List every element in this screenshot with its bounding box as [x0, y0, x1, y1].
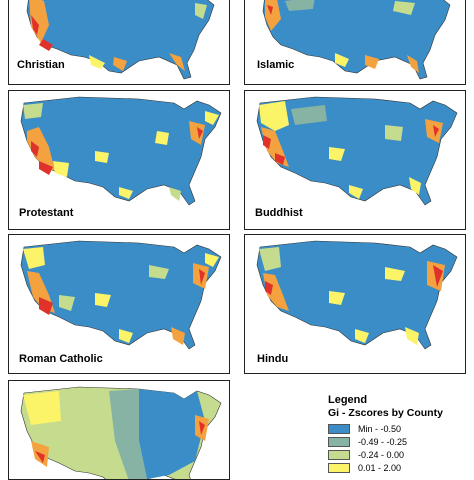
map-panel-islamic: Islamic: [244, 0, 466, 85]
panel-label-islamic: Islamic: [257, 59, 295, 71]
us-map-hindu: [256, 240, 458, 350]
legend-item: -0.24 - 0.00: [328, 448, 468, 461]
panel-label-hindu: Hindu: [257, 353, 289, 365]
legend-swatch: [328, 436, 350, 447]
us-map-bottom: [20, 386, 222, 479]
panel-label-christian: Christian: [17, 59, 65, 71]
map-panel-hindu: Hindu: [244, 234, 466, 374]
legend-title: Legend: [328, 394, 368, 406]
us-map-roman-catholic: [20, 240, 222, 350]
legend-item: -0.49 - -0.25: [328, 435, 468, 448]
map-panel-protestant: Protestant: [8, 90, 230, 230]
legend-swatch: [328, 423, 350, 434]
legend-item-label: -0.24 - 0.00: [358, 449, 405, 460]
legend-item-label: 0.01 - 2.00: [358, 462, 402, 473]
panel-label-roman-catholic: Roman Catholic: [19, 353, 103, 365]
map-panel-christian: Christian: [8, 0, 230, 85]
us-map-christian: [26, 0, 215, 80]
us-map-islamic: [262, 0, 451, 80]
map-panel-buddhist: Buddhist: [244, 90, 466, 230]
map-panel-bottom: [8, 380, 230, 480]
legend-item-label: -0.49 - -0.25: [358, 436, 408, 447]
legend-item: Min - -0.50: [328, 422, 468, 435]
legend-swatch: [328, 449, 350, 460]
us-map-protestant: [20, 96, 222, 206]
us-map-buddhist: [256, 96, 458, 206]
legend: Legend Gi - Zscores by County Min - -0.5…: [328, 394, 468, 474]
map-panel-roman-catholic: Roman Catholic: [8, 234, 230, 374]
panel-label-buddhist: Buddhist: [255, 207, 303, 219]
legend-subtitle: Gi - Zscores by County: [328, 407, 443, 419]
legend-item-label: Min - -0.50: [358, 423, 402, 434]
panel-label-protestant: Protestant: [19, 207, 74, 219]
legend-item: 0.01 - 2.00: [328, 461, 468, 474]
legend-swatch: [328, 462, 350, 473]
